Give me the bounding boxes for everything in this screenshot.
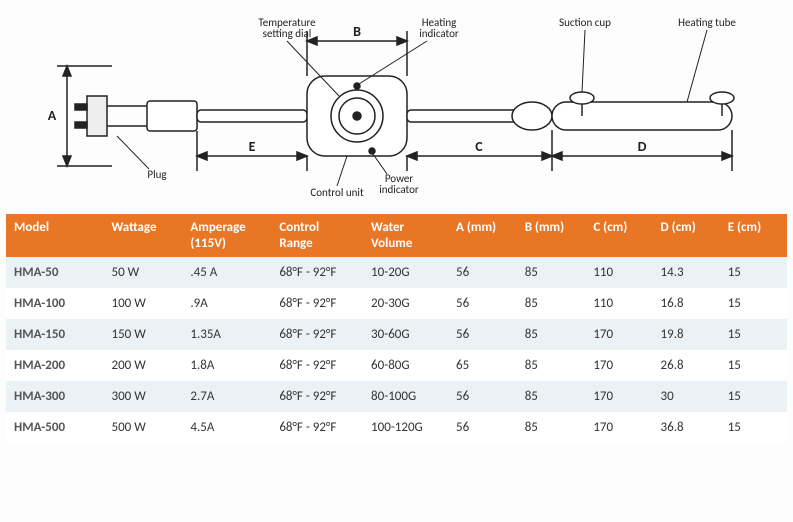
cell-wattage: 50 W xyxy=(104,257,183,288)
cell-wattage: 100 W xyxy=(104,288,183,319)
table-row: HMA-100100 W.9A68°F - 92°F20-30G56851101… xyxy=(6,288,787,319)
cell-d: 36.8 xyxy=(653,412,720,443)
cell-c: 110 xyxy=(585,288,652,319)
cell-amperage: .9A xyxy=(182,288,271,319)
cell-model: HMA-100 xyxy=(6,288,104,319)
cell-d: 19.8 xyxy=(653,319,720,350)
label-heat-ind-2: indicator xyxy=(419,27,459,40)
cell-control-range: 68°F - 92°F xyxy=(271,350,363,381)
cell-control-range: 68°F - 92°F xyxy=(271,319,363,350)
cell-c: 170 xyxy=(585,319,652,350)
table-row: HMA-5050 W.45 A68°F - 92°F10-20G56851101… xyxy=(6,257,787,288)
cell-water-volume: 80-100G xyxy=(363,381,448,412)
label-temp-dial-2: setting dial xyxy=(262,27,311,40)
th-water-volume: WaterVolume xyxy=(363,214,448,257)
dim-a-label: A xyxy=(47,107,56,124)
cell-a: 56 xyxy=(448,319,517,350)
cell-d: 26.8 xyxy=(653,350,720,381)
cell-amperage: .45 A xyxy=(182,257,271,288)
cell-wattage: 500 W xyxy=(104,412,183,443)
cell-model: HMA-300 xyxy=(6,381,104,412)
dim-d-label: D xyxy=(637,138,646,155)
cell-e: 15 xyxy=(720,381,787,412)
label-heating-tube: Heating tube xyxy=(678,16,736,29)
cell-e: 15 xyxy=(720,257,787,288)
th-control-range: ControlRange xyxy=(271,214,363,257)
cell-b: 85 xyxy=(517,412,586,443)
th-wattage: Wattage xyxy=(104,214,183,257)
cell-amperage: 1.8A xyxy=(182,350,271,381)
dim-c-label: C xyxy=(475,138,483,155)
table-row: HMA-150150 W1.35A68°F - 92°F30-60G568517… xyxy=(6,319,787,350)
cell-d: 30 xyxy=(653,381,720,412)
label-power-ind-2: indicator xyxy=(379,183,419,196)
label-control-unit: Control unit xyxy=(310,186,364,199)
cell-c: 110 xyxy=(585,257,652,288)
th-a: A (mm) xyxy=(448,214,517,257)
cell-e: 15 xyxy=(720,412,787,443)
cell-d: 16.8 xyxy=(653,288,720,319)
cell-e: 15 xyxy=(720,350,787,381)
th-model: Model xyxy=(6,214,104,257)
dim-e-label: E xyxy=(248,138,255,155)
cell-d: 14.3 xyxy=(653,257,720,288)
cell-e: 15 xyxy=(720,319,787,350)
cell-wattage: 300 W xyxy=(104,381,183,412)
cell-control-range: 68°F - 92°F xyxy=(271,381,363,412)
cell-model: HMA-500 xyxy=(6,412,104,443)
cell-b: 85 xyxy=(517,381,586,412)
th-e: E (cm) xyxy=(720,214,787,257)
cell-water-volume: 10-20G xyxy=(363,257,448,288)
label-plug: Plug xyxy=(147,168,166,181)
cell-a: 56 xyxy=(448,257,517,288)
spec-table: Model Wattage Amperage(115V) ControlRang… xyxy=(6,214,787,443)
label-suction-cup: Suction cup xyxy=(559,16,611,29)
cell-a: 56 xyxy=(448,412,517,443)
cell-b: 85 xyxy=(517,350,586,381)
cell-control-range: 68°F - 92°F xyxy=(271,288,363,319)
cell-model: HMA-150 xyxy=(6,319,104,350)
cell-water-volume: 60-80G xyxy=(363,350,448,381)
cell-c: 170 xyxy=(585,412,652,443)
cell-control-range: 68°F - 92°F xyxy=(271,412,363,443)
cell-b: 85 xyxy=(517,257,586,288)
cell-water-volume: 20-30G xyxy=(363,288,448,319)
cell-c: 170 xyxy=(585,350,652,381)
cell-wattage: 150 W xyxy=(104,319,183,350)
table-header-row: Model Wattage Amperage(115V) ControlRang… xyxy=(6,214,787,257)
th-amperage: Amperage(115V) xyxy=(182,214,271,257)
cell-amperage: 1.35A xyxy=(182,319,271,350)
cell-a: 56 xyxy=(448,288,517,319)
cell-a: 65 xyxy=(448,350,517,381)
th-d: D (cm) xyxy=(653,214,720,257)
cell-b: 85 xyxy=(517,288,586,319)
th-b: B (mm) xyxy=(517,214,586,257)
cell-water-volume: 100-120G xyxy=(363,412,448,443)
cell-amperage: 2.7A xyxy=(182,381,271,412)
cell-water-volume: 30-60G xyxy=(363,319,448,350)
cell-control-range: 68°F - 92°F xyxy=(271,257,363,288)
cell-a: 56 xyxy=(448,381,517,412)
cell-c: 170 xyxy=(585,381,652,412)
cell-b: 85 xyxy=(517,319,586,350)
cell-wattage: 200 W xyxy=(104,350,183,381)
table-row: HMA-200200 W1.8A68°F - 92°F60-80G6585170… xyxy=(6,350,787,381)
cell-model: HMA-200 xyxy=(6,350,104,381)
th-c: C (cm) xyxy=(585,214,652,257)
dim-b-label: B xyxy=(353,23,361,40)
cell-e: 15 xyxy=(720,288,787,319)
table-row: HMA-300300 W2.7A68°F - 92°F80-100G568517… xyxy=(6,381,787,412)
cell-model: HMA-50 xyxy=(6,257,104,288)
product-diagram: A B C D E Temperature setting dial Heati… xyxy=(27,6,767,206)
cell-amperage: 4.5A xyxy=(182,412,271,443)
table-row: HMA-500500 W4.5A68°F - 92°F100-120G56851… xyxy=(6,412,787,443)
